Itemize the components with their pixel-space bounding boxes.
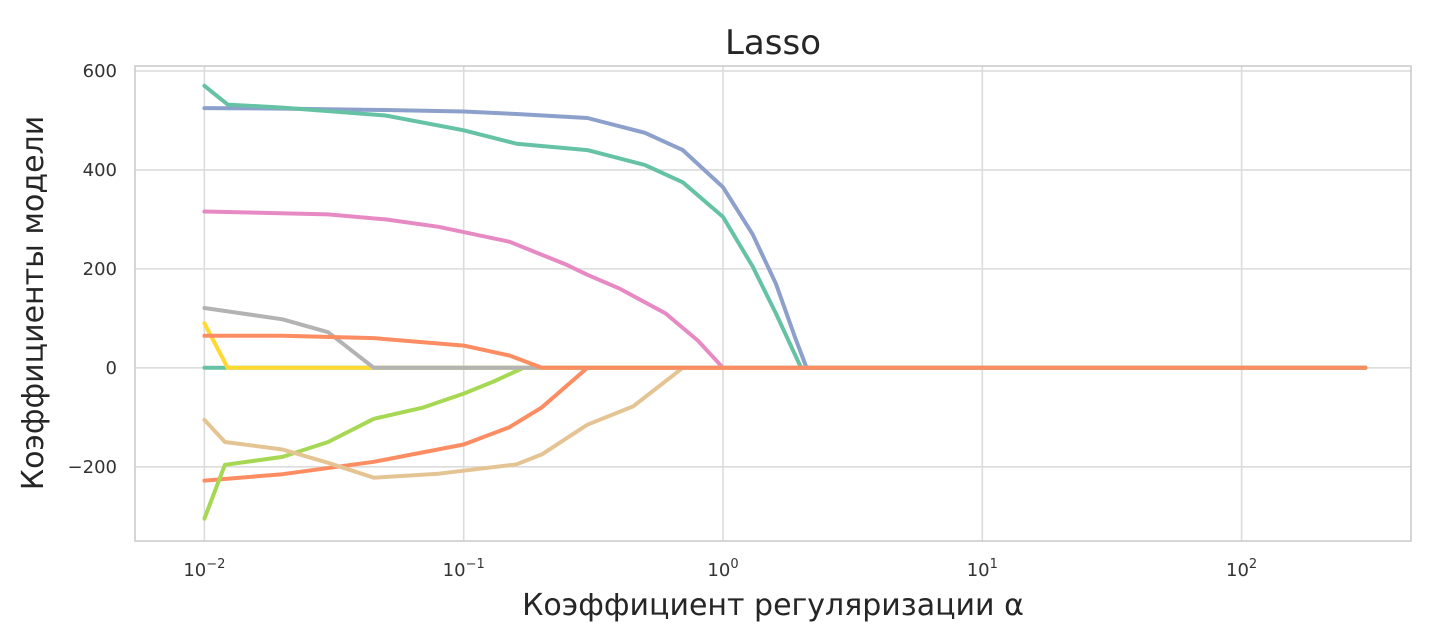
y-tick-label: 600 [83,61,117,82]
x-tick-label: 10−2 [183,557,225,581]
x-tick-labels: 10−2 10−1 100 101 102 [183,557,1257,581]
x-tick-label: 102 [1226,557,1257,581]
series-group [202,83,1368,521]
chart-title: Lasso [725,23,821,63]
x-tick-label: 100 [707,557,738,581]
coef-line-5 [202,365,1368,521]
coef-line-9 [202,83,1368,370]
y-tick-label: 200 [83,259,117,280]
coef-line-2 [202,365,1368,483]
x-tick-label: 101 [967,557,998,581]
plot-frame [134,65,1412,542]
coef-line-3 [202,106,1368,370]
x-tick-label: 10−1 [443,557,485,581]
coef-line-10 [202,333,1368,370]
y-tick-labels: 600 400 200 0 −200 [68,61,117,478]
y-tick-label: 400 [83,160,117,181]
coef-line-7 [202,365,1368,480]
y-tick-label: 0 [106,358,117,379]
y-tick-label: −200 [68,457,117,478]
y-axis-label: Коэффициенты модели [16,116,51,490]
x-axis-label: Коэффициент регуляризации α [522,588,1024,623]
coef-line-4 [202,209,1368,370]
